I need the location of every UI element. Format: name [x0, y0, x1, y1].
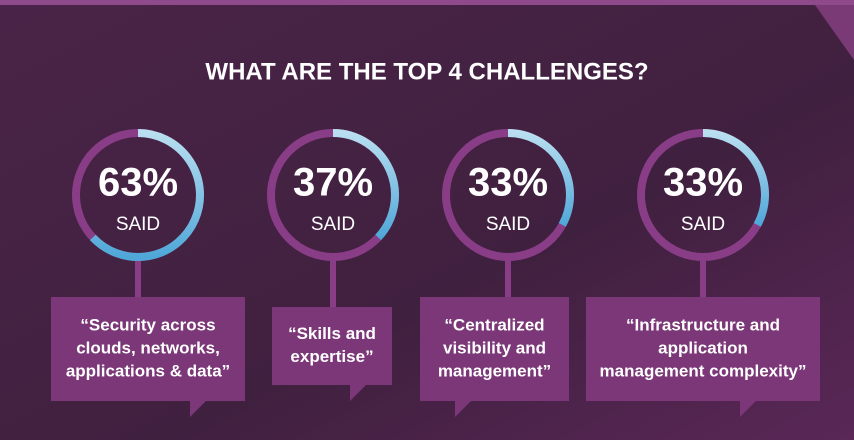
said-label: SAID: [681, 214, 725, 235]
quote-line: visibility and: [443, 338, 546, 357]
quote-box: [51, 297, 245, 401]
quote-box: [272, 307, 392, 385]
quote-line: management”: [438, 361, 551, 380]
chart-title: WHAT ARE THE TOP 4 CHALLENGES?: [205, 58, 648, 85]
quote-tail: [350, 385, 366, 401]
quote-line: “Security across: [80, 315, 215, 334]
said-label: SAID: [486, 214, 530, 235]
said-label: SAID: [311, 214, 355, 235]
quote-tail: [740, 401, 756, 417]
value-label: 33%: [468, 161, 548, 205]
ring-arc: [702, 129, 769, 227]
quote-tail: [455, 401, 471, 417]
value-label: 63%: [98, 161, 178, 205]
ring-arc: [89, 129, 204, 261]
quote-tail: [190, 401, 206, 417]
top-strip: [0, 0, 854, 5]
quote-line: management complexity”: [600, 361, 807, 380]
quote-line: “Skills and: [288, 324, 376, 343]
corner-decoration: [815, 5, 854, 60]
value-label: 33%: [663, 161, 743, 205]
quote-line: “Infrastructure and: [626, 315, 780, 334]
quote-box: [420, 297, 569, 401]
quote-line: clouds, networks,: [76, 338, 220, 357]
quote-line: expertise”: [290, 347, 373, 366]
said-label: SAID: [116, 214, 160, 235]
quote-line: application: [658, 338, 748, 357]
value-label: 37%: [293, 161, 373, 205]
quote-line: “Centralized: [444, 315, 544, 334]
quote-box: [586, 297, 820, 401]
quote-line: applications & data”: [66, 361, 230, 380]
ring-arc: [507, 129, 574, 227]
ring-arc: [332, 129, 399, 241]
